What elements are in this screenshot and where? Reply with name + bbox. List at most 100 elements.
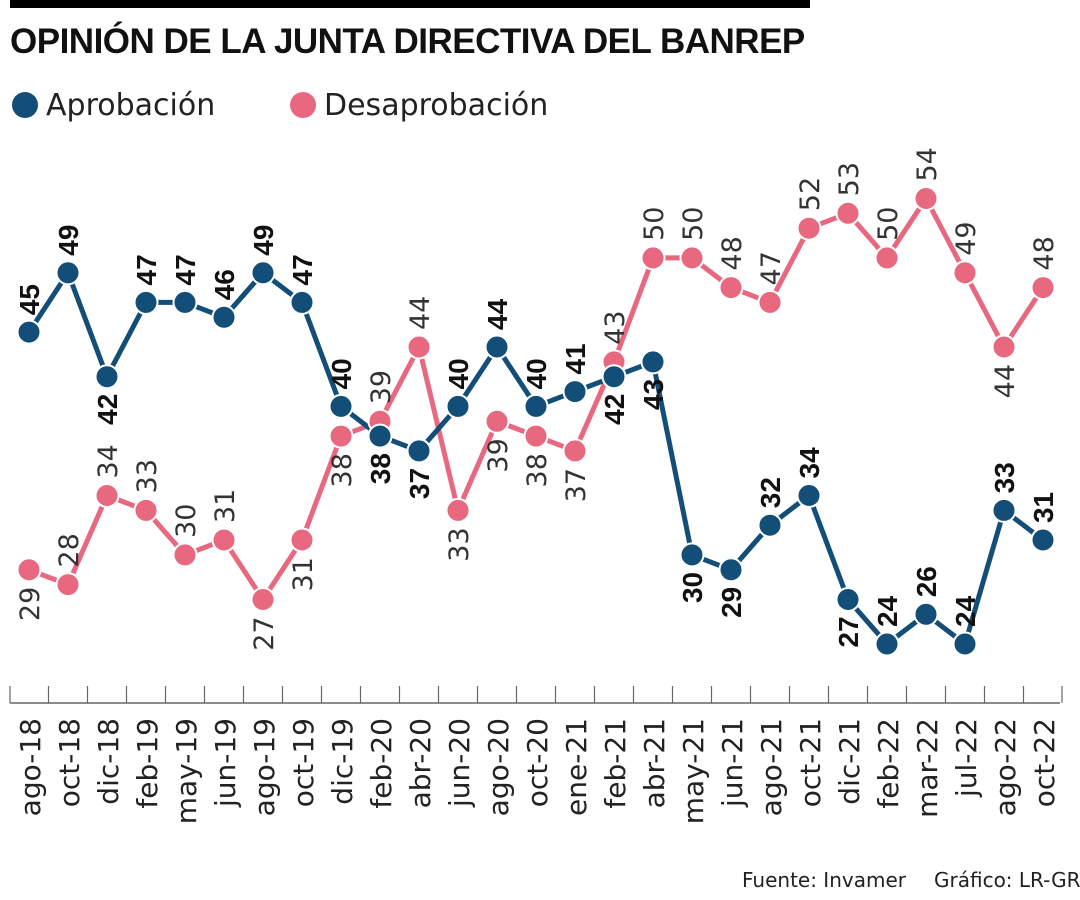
approval-point [952, 631, 978, 657]
approval-data-label: 26 [911, 566, 942, 597]
disapproval-point [445, 497, 471, 523]
disapproval-point [562, 438, 588, 464]
approval-point [640, 349, 666, 375]
disapproval-point [16, 557, 42, 583]
x-tick-label: oct-20 [521, 718, 554, 807]
x-tick-label: dic-21 [833, 718, 866, 805]
approval-data-label: 30 [677, 572, 708, 603]
x-tick-label: ago-22 [989, 718, 1022, 816]
legend-approval: Aprobación [12, 85, 215, 125]
disapproval-point [913, 186, 939, 211]
approval-data-label: 37 [404, 468, 435, 499]
approval-point [601, 364, 627, 390]
approval-point [367, 423, 393, 449]
disapproval-data-label: 48 [717, 236, 748, 270]
series-points [16, 186, 1056, 657]
x-tick-label: ago-20 [482, 718, 515, 816]
approval-data-label: 43 [638, 379, 669, 410]
approval-data-label: 32 [755, 477, 786, 508]
approval-data-label: 41 [560, 343, 591, 374]
approval-data-label: 33 [989, 462, 1020, 493]
approval-point [289, 289, 315, 315]
x-tick-label: feb-20 [365, 718, 398, 809]
approval-point [718, 557, 744, 583]
approval-data-label: 47 [287, 254, 318, 285]
disapproval-data-label: 33 [444, 527, 475, 561]
approval-data-label: 34 [794, 447, 825, 479]
x-tick-label: may-21 [677, 718, 710, 824]
x-tick-label: mar-22 [911, 718, 944, 818]
x-tick-label: abr-20 [404, 718, 437, 808]
approval-point [874, 631, 900, 657]
approval-point [250, 260, 276, 286]
approval-data-label: 42 [599, 394, 630, 425]
disapproval-point [289, 527, 315, 553]
approval-data-label: 44 [482, 298, 513, 330]
x-tick-label: abr-21 [638, 718, 671, 808]
x-tick-label: jun-19 [209, 718, 242, 808]
approval-data-label: 47 [131, 254, 162, 285]
x-tick-label: oct-18 [53, 718, 86, 807]
disapproval-data-label: 47 [756, 251, 787, 285]
approval-data-label: 42 [92, 394, 123, 425]
disapproval-data-label: 38 [327, 453, 358, 487]
approval-point [796, 483, 822, 508]
x-tick-label: ago-21 [755, 718, 788, 816]
legend-disapproval-label: Desaprobación [324, 87, 549, 123]
disapproval-data-label: 54 [912, 147, 943, 181]
disapproval-point [796, 215, 822, 241]
x-tick-label: feb-19 [131, 718, 164, 809]
disapproval-data-label: 48 [1029, 236, 1060, 270]
disapproval-point [406, 334, 432, 360]
approval-data-label: 29 [716, 587, 747, 618]
chart-title: OPINIÓN DE LA JUNTA DIRECTIVA DEL BANREP [10, 22, 805, 61]
disapproval-point [250, 587, 276, 612]
legend-disapproval: Desaprobación [290, 85, 548, 125]
approval-data-label: 31 [1028, 492, 1059, 523]
approval-data-label: 46 [209, 269, 240, 300]
disapproval-data-label: 33 [132, 459, 163, 493]
disapproval-data-label: 50 [639, 207, 670, 241]
approval-point [991, 497, 1017, 523]
disapproval-data-label: 34 [93, 444, 124, 478]
disapproval-point [757, 289, 783, 315]
x-tick-label: oct-22 [1028, 718, 1061, 807]
top-rule [10, 0, 810, 8]
disapproval-data-label: 27 [249, 616, 280, 650]
x-tick-label: jun-20 [443, 718, 476, 808]
disapproval-data-label: 43 [600, 310, 631, 344]
disapproval-data-label: 38 [522, 453, 553, 487]
disapproval-point [718, 275, 744, 301]
disapproval-data-label: 44 [405, 296, 436, 330]
disapproval-data-label: 28 [54, 533, 85, 567]
approval-point [133, 289, 159, 315]
disapproval-data-label: 53 [834, 162, 865, 196]
approval-data-label: 45 [14, 284, 45, 315]
approval-data-label: 27 [833, 616, 864, 647]
disapproval-data-label: 31 [288, 557, 319, 591]
disapproval-data-label: 31 [210, 489, 241, 523]
approval-point [328, 393, 354, 419]
approval-point [1030, 527, 1056, 553]
x-tick-label: feb-22 [872, 718, 905, 809]
disapproval-data-label: 37 [561, 468, 592, 502]
disapproval-point [484, 408, 510, 434]
x-tick-label: oct-19 [287, 718, 320, 807]
approval-point [562, 379, 588, 405]
disapproval-point [211, 527, 237, 553]
x-tick-label: may-19 [170, 718, 203, 824]
x-tick-label: ago-18 [14, 718, 47, 816]
disapproval-point [55, 572, 81, 598]
disapproval-data-label: 29 [15, 587, 46, 621]
disapproval-point [874, 245, 900, 271]
x-tick-label: ago-19 [248, 718, 281, 816]
disapproval-data-label: 49 [951, 221, 982, 255]
approval-data-label: 49 [53, 225, 84, 256]
disapproval-point [952, 260, 978, 286]
approval-data-label: 49 [248, 225, 279, 256]
approval-data-label: 40 [443, 358, 474, 389]
approval-point [55, 260, 81, 286]
approval-data-label: 47 [170, 254, 201, 285]
x-tick-label: oct-21 [794, 718, 827, 807]
